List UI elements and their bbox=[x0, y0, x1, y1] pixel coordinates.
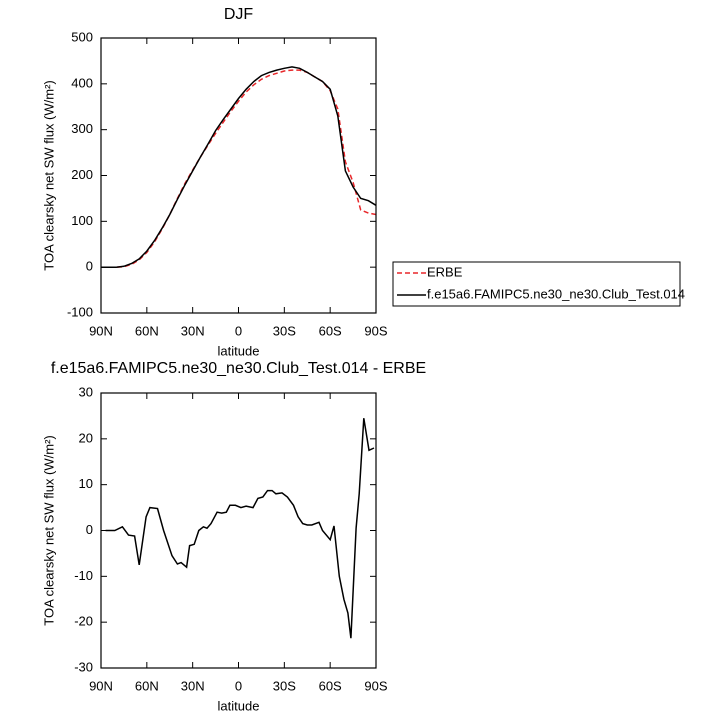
x-tick-label: 60N bbox=[135, 678, 159, 693]
y-tick-label: 100 bbox=[71, 213, 93, 228]
data-line bbox=[105, 418, 375, 639]
y-tick-label: -10 bbox=[74, 568, 93, 583]
x-tick-label: 90N bbox=[89, 678, 113, 693]
x-tick-label: 60N bbox=[135, 323, 159, 338]
plot-frame bbox=[100, 392, 377, 669]
x-tick-label: 0 bbox=[235, 678, 242, 693]
y-tick-label: -20 bbox=[74, 614, 93, 629]
x-tick-label: 30S bbox=[273, 323, 296, 338]
x-tick-label: 90S bbox=[364, 323, 387, 338]
x-tick-label: 90S bbox=[364, 678, 387, 693]
y-tick-label: 200 bbox=[71, 167, 93, 182]
legend-label: f.e15a6.FAMIPC5.ne30_ne30.Club_Test.014 bbox=[427, 286, 685, 301]
y-tick-label: -100 bbox=[67, 304, 93, 319]
x-axis-label: latitude bbox=[218, 698, 260, 713]
y-tick-label: 0 bbox=[86, 259, 93, 274]
x-axis-label: latitude bbox=[218, 343, 260, 358]
y-tick-label: 500 bbox=[71, 29, 93, 44]
y-tick-label: 400 bbox=[71, 75, 93, 90]
chart-title: DJF bbox=[224, 6, 254, 23]
legend-label: ERBE bbox=[427, 264, 463, 279]
chart-title: f.e15a6.FAMIPC5.ne30_ne30.Club_Test.014 … bbox=[51, 360, 426, 377]
y-tick-label: -30 bbox=[74, 659, 93, 674]
x-tick-label: 30N bbox=[181, 323, 205, 338]
y-axis-label: TOA clearsky net SW flux (W/m²) bbox=[41, 435, 56, 625]
y-tick-label: 20 bbox=[79, 430, 93, 445]
legend-box bbox=[392, 261, 681, 307]
y-tick-label: 30 bbox=[79, 384, 93, 399]
x-tick-label: 60S bbox=[319, 323, 342, 338]
x-tick-label: 0 bbox=[235, 323, 242, 338]
x-tick-label: 30N bbox=[181, 678, 205, 693]
x-tick-label: 90N bbox=[89, 323, 113, 338]
x-tick-label: 30S bbox=[273, 678, 296, 693]
y-tick-label: 10 bbox=[79, 476, 93, 491]
y-tick-label: 300 bbox=[71, 121, 93, 136]
x-tick-label: 60S bbox=[319, 678, 342, 693]
plot-frame bbox=[100, 37, 377, 314]
data-line bbox=[101, 66, 377, 268]
y-axis-label: TOA clearsky net SW flux (W/m²) bbox=[41, 80, 56, 270]
y-tick-label: 0 bbox=[86, 522, 93, 537]
